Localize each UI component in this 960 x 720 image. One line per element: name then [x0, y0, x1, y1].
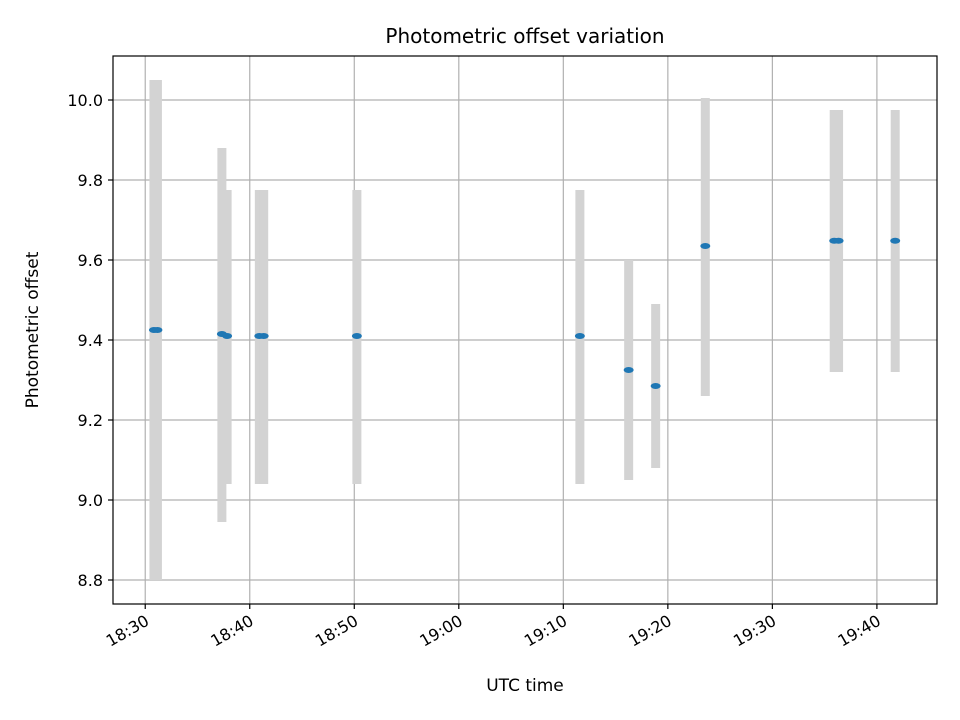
data-point	[222, 333, 233, 339]
y-tick-label: 9.4	[78, 331, 103, 350]
x-tick-label: 19:20	[625, 611, 674, 651]
grid-lines	[113, 56, 937, 604]
data-point	[351, 333, 362, 339]
y-tick-label: 9.8	[78, 171, 103, 190]
y-tick-label: 9.2	[78, 411, 103, 430]
data-point	[623, 367, 634, 373]
x-tick-label: 19:00	[416, 611, 465, 651]
chart-title: Photometric offset variation	[385, 24, 664, 48]
plot-frame	[112, 55, 938, 605]
x-tick-label: 18:40	[207, 611, 256, 651]
y-tick-label: 9.0	[78, 491, 103, 510]
data-point	[700, 243, 711, 249]
data-point	[258, 333, 269, 339]
x-tick-label: 18:30	[103, 611, 152, 651]
data-points	[148, 237, 901, 389]
data-point	[152, 327, 163, 333]
x-tick-label: 19:30	[730, 611, 779, 651]
y-tick-label: 10.0	[67, 91, 103, 110]
x-axis-ticks: 18:30 18:40 18:50 19:00 19:10 19:20 19:30 19:40	[103, 604, 884, 651]
data-point	[650, 383, 661, 389]
x-tick-label: 19:10	[521, 611, 570, 651]
data-point	[833, 237, 844, 244]
y-tick-label: 9.6	[78, 251, 103, 270]
x-tick-label: 18:50	[312, 611, 361, 651]
y-axis-label: Photometric offset	[23, 251, 43, 408]
data-point	[574, 333, 585, 339]
y-tick-label: 8.8	[78, 571, 103, 590]
error-bars	[149, 80, 900, 580]
y-axis-ticks: 8.8 9.0 9.2 9.4 9.6 9.8 10.0	[67, 91, 113, 590]
x-tick-label: 19:40	[834, 611, 883, 651]
x-axis-label: UTC time	[486, 676, 564, 696]
data-point	[890, 237, 901, 244]
